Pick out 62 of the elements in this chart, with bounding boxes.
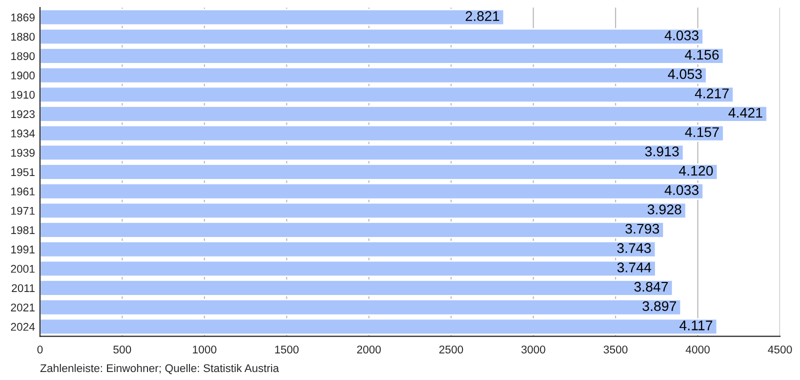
x-tick-label: 3500 [604, 346, 628, 354]
x-tick-label: 1000 [192, 346, 216, 354]
y-tick-label: 2001 [10, 264, 35, 273]
data-label: 4.120 [678, 166, 713, 176]
bar [40, 8, 505, 26]
x-tick-label: 3000 [521, 346, 546, 354]
bar [40, 86, 734, 104]
y-tick-label: 1923 [11, 110, 35, 118]
y-tick-label: 1991 [11, 246, 35, 254]
y-tick-label: 2021 [10, 304, 35, 312]
bar [40, 222, 664, 238]
x-tick-label: 0 [37, 346, 43, 354]
bar [40, 202, 687, 220]
bar [40, 240, 656, 258]
data-label: 4.157 [685, 127, 719, 138]
bar [40, 106, 768, 122]
bar [40, 318, 718, 336]
data-label: 3.913 [645, 146, 679, 156]
bar [40, 66, 708, 84]
x-tick-label: 2500 [439, 346, 464, 354]
data-label: 3.744 [617, 262, 652, 272]
y-tick-label: 2011 [12, 284, 35, 292]
y-tick-label: 1939 [11, 148, 35, 157]
y-tick-label: 1934 [11, 130, 35, 138]
bar [40, 124, 724, 142]
data-label: 3.847 [634, 282, 668, 292]
x-tick-label: 4000 [686, 346, 710, 354]
data-label: 3.793 [625, 224, 660, 234]
data-label: 4.033 [664, 185, 698, 196]
bar [40, 28, 704, 46]
y-tick-label: 1890 [11, 52, 35, 60]
y-tick-label: 1869 [11, 14, 35, 22]
data-label: 4.033 [664, 30, 698, 40]
y-tick-label: 1961 [11, 188, 35, 196]
data-label: 3.743 [617, 243, 651, 254]
data-label: 4.217 [694, 88, 729, 98]
x-tick-label: 500 [113, 346, 132, 354]
bar [40, 260, 656, 278]
y-tick-label: 1971 [11, 206, 35, 215]
y-tick-label: 1900 [11, 72, 35, 80]
x-tick-label: 2000 [357, 346, 381, 354]
bar [40, 48, 724, 64]
x-tick-label: 4500 [768, 346, 792, 354]
y-tick-label: 1981 [11, 226, 35, 234]
data-label: 2.821 [466, 11, 500, 21]
x-tick-label: 1500 [275, 346, 299, 354]
y-tick-label: 1880 [11, 32, 35, 41]
data-label: 4.421 [728, 108, 762, 118]
bar [40, 280, 674, 296]
y-tick-label: 1910 [11, 90, 35, 99]
bar [40, 164, 718, 180]
data-label: 4.053 [668, 69, 702, 79]
data-label: 3.928 [648, 204, 682, 214]
text: Zahlenleiste: Einwohner; Quelle: Statistik Austria [40, 364, 280, 374]
bar [40, 182, 704, 200]
y-tick-label: 1951 [11, 168, 35, 176]
y-tick-label: 2024 [10, 322, 35, 331]
bar [40, 144, 684, 162]
data-label: 3.897 [642, 301, 676, 312]
data-label: 4.156 [684, 50, 719, 60]
bar [40, 298, 682, 316]
data-label: 4.117 [679, 320, 712, 330]
